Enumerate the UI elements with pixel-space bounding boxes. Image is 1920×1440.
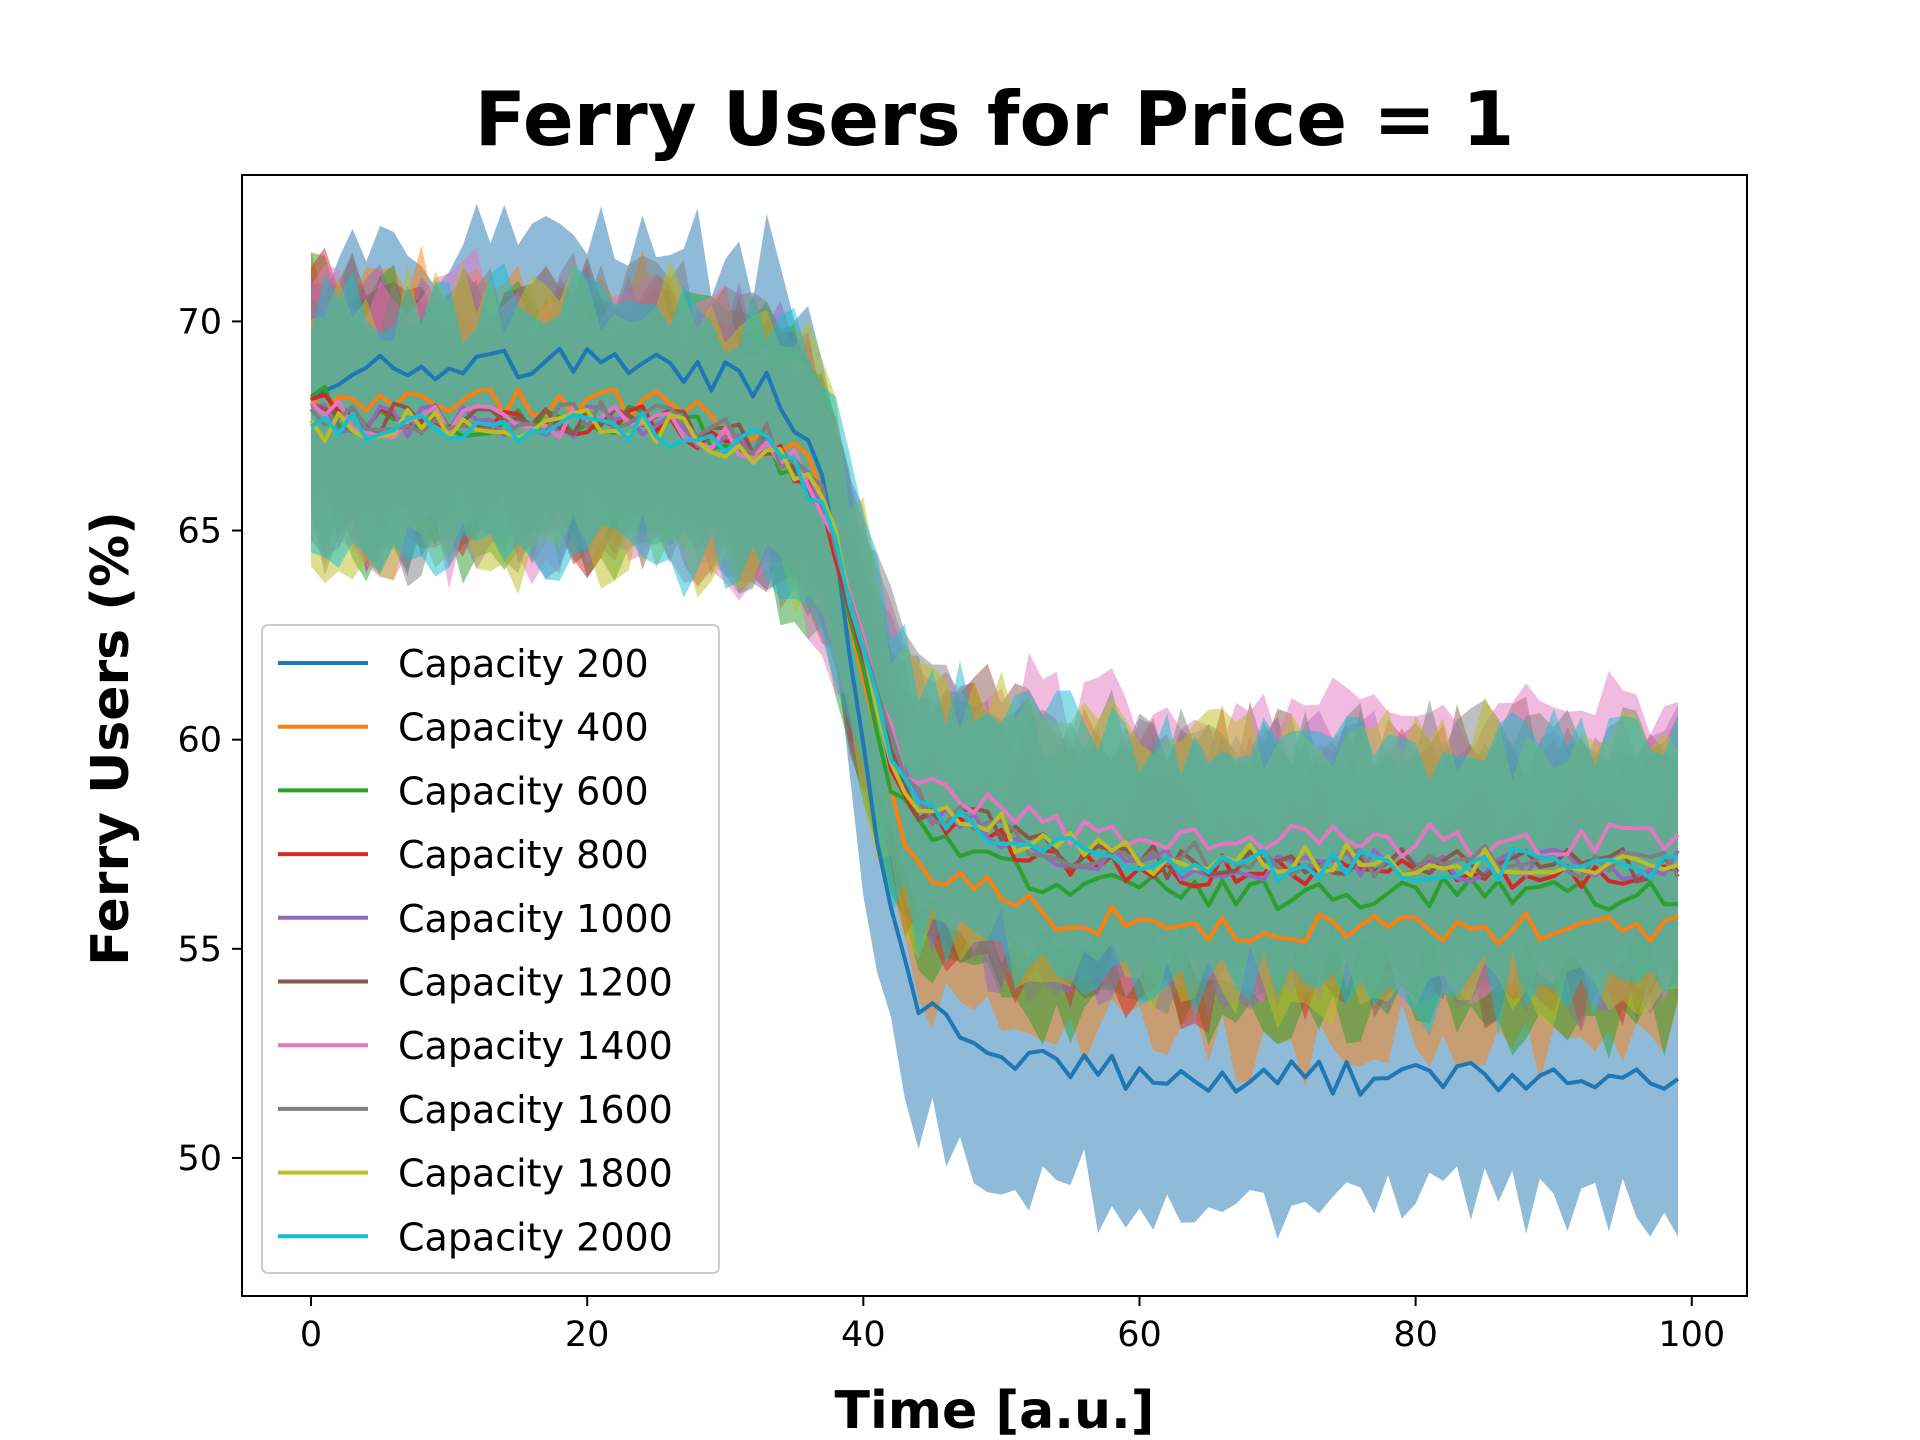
legend-label: Capacity 2000 xyxy=(398,1215,673,1259)
chart-title: Ferry Users for Price = 1 xyxy=(475,75,1515,163)
y-tick-label: 55 xyxy=(177,930,222,970)
x-tick-label: 20 xyxy=(565,1315,610,1355)
plot-frame xyxy=(241,174,1748,1297)
x-axis: 0 20 40 60 80 100 xyxy=(300,1296,1725,1355)
legend-label: Capacity 1000 xyxy=(398,897,673,941)
legend-label: Capacity 1800 xyxy=(398,1152,673,1196)
series-lines xyxy=(309,346,1680,1097)
y-tick-label: 60 xyxy=(177,721,222,761)
y-tick-label: 50 xyxy=(177,1139,222,1179)
y-axis: 50 55 60 65 70 xyxy=(177,302,242,1179)
legend-label: Capacity 1600 xyxy=(398,1088,673,1132)
legend: Capacity 200 Capacity 400 Capacity 600 Capa… xyxy=(261,624,720,1274)
x-tick-label: 60 xyxy=(1117,1315,1162,1355)
y-tick-label: 65 xyxy=(177,512,222,552)
line-capacity-10 xyxy=(309,410,1679,883)
x-axis-label: Time [a.u.] xyxy=(835,1381,1155,1440)
x-tick-label: 100 xyxy=(1658,1315,1725,1355)
legend-label: Capacity 1200 xyxy=(398,961,673,1005)
legend-label: Capacity 1400 xyxy=(398,1024,673,1068)
y-tick-label: 70 xyxy=(177,302,222,342)
line-capacity-9 xyxy=(309,407,1679,878)
line-capacity-6 xyxy=(310,401,1680,884)
legend-label: Capacity 400 xyxy=(398,706,649,750)
x-tick-label: 80 xyxy=(1393,1315,1438,1355)
x-tick-label: 0 xyxy=(300,1315,322,1355)
x-tick-label: 40 xyxy=(841,1315,886,1355)
legend-label: Capacity 600 xyxy=(398,769,649,813)
y-axis-label: Ferry Users (%) xyxy=(81,511,141,966)
line-capacity-1 xyxy=(309,346,1680,1097)
band-capacity-10 xyxy=(311,263,1678,1037)
legend-box xyxy=(261,624,720,1274)
legend-label: Capacity 800 xyxy=(398,833,649,877)
legend-label: Capacity 200 xyxy=(398,642,649,686)
line-capacity-3 xyxy=(309,385,1679,912)
